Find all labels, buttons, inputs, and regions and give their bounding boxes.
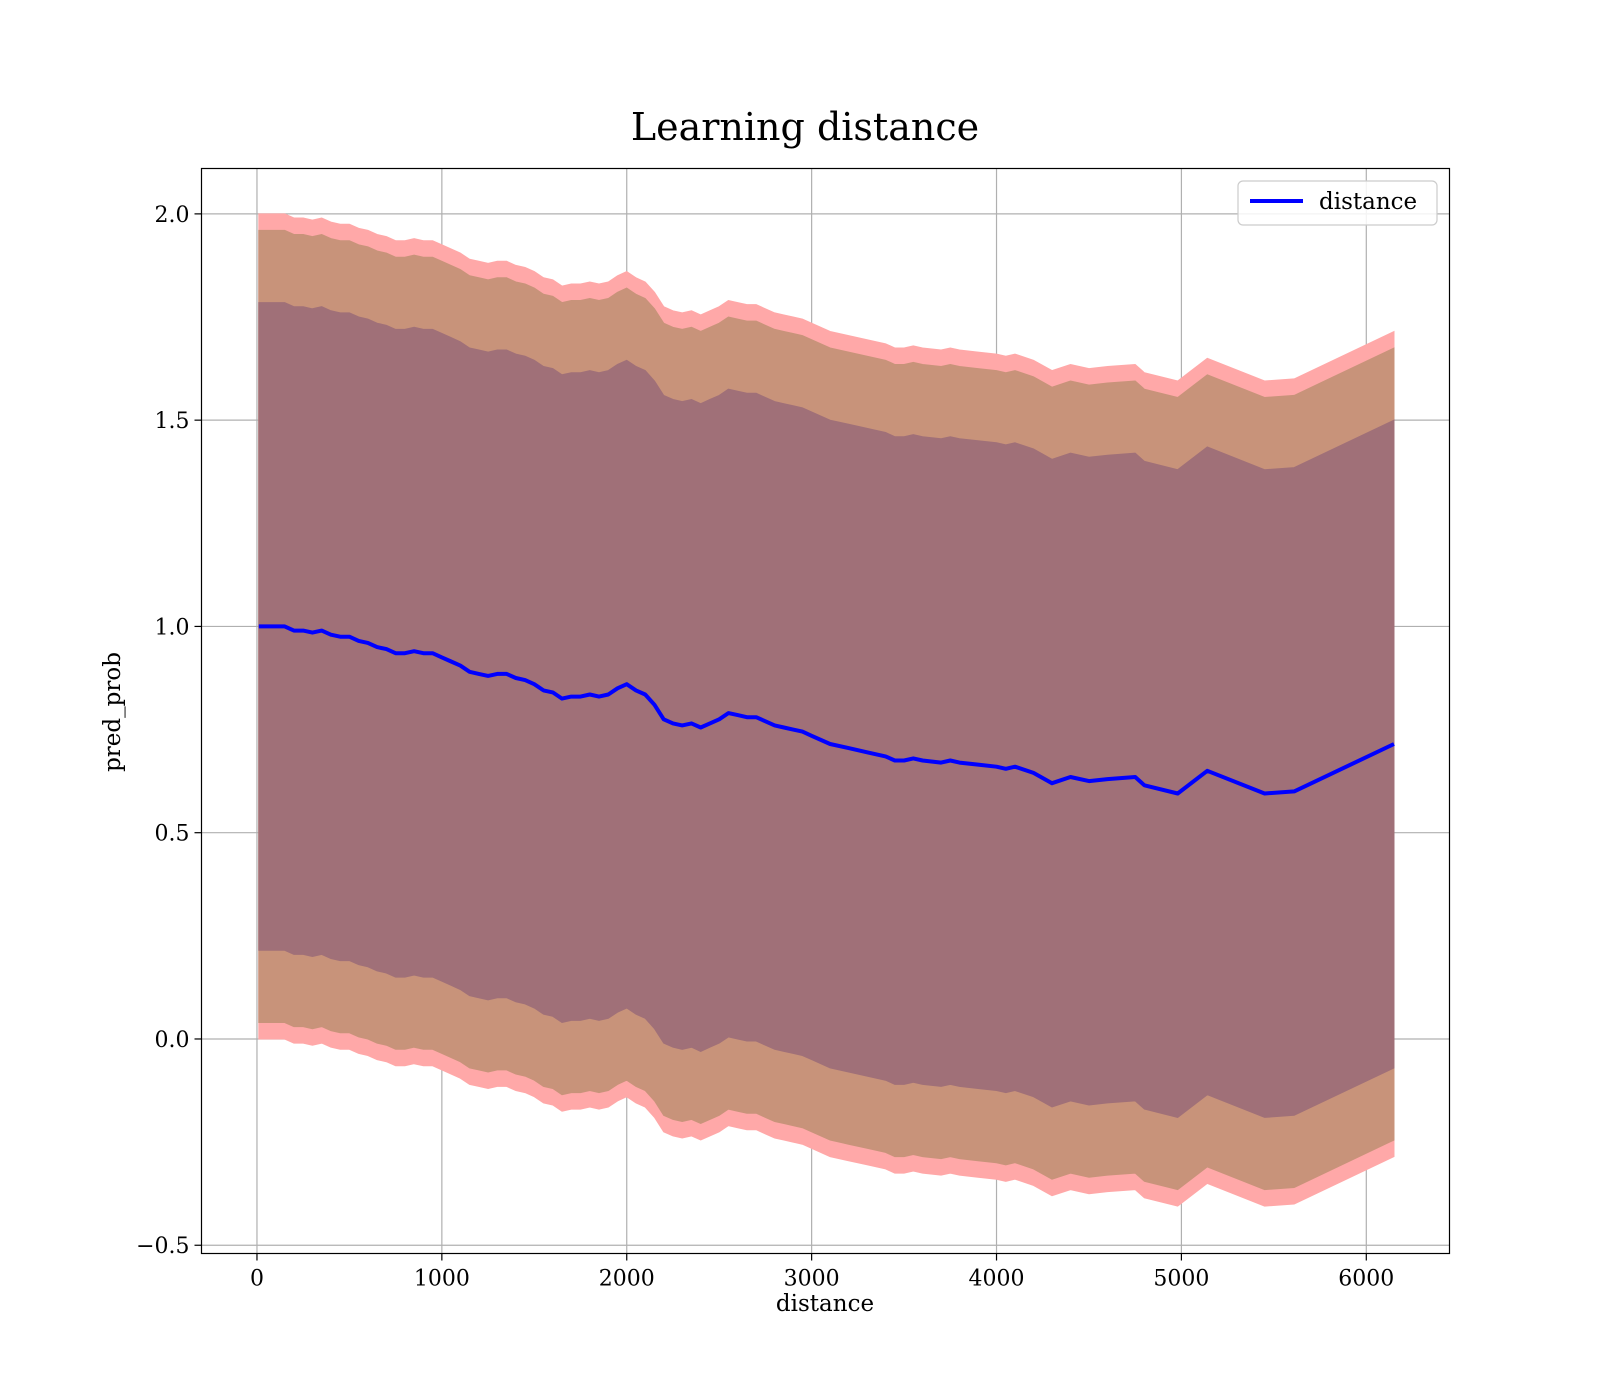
legend: distance: [1237, 180, 1438, 226]
legend-box: [1237, 180, 1438, 226]
x-tick-label-1: 1000: [414, 1267, 470, 1292]
y-tick-label-0: −0.5: [136, 1234, 189, 1259]
confidence-bands: [258, 213, 1395, 1207]
y-tick-label-5: 2.0: [155, 203, 190, 228]
band-inner: [258, 302, 1395, 1118]
x-axis-label: distance: [776, 1291, 874, 1317]
legend-entry-distance: distance: [1319, 189, 1417, 215]
y-axis-label: pred_prob: [100, 652, 126, 772]
chart-title: Learning distance: [631, 105, 979, 149]
y-tick-label-3: 1.0: [155, 615, 190, 640]
x-axis-ticks: 0 1000 2000 3000 4000 5000 6000: [250, 1253, 1394, 1292]
plot-frame: [200, 167, 1451, 1255]
y-axis-ticks: −0.5 0.0 0.5 1.0 1.5 2.0: [136, 203, 202, 1259]
x-tick-label-6: 6000: [1338, 1267, 1394, 1292]
y-tick-label-1: 0.0: [155, 1028, 190, 1053]
x-tick-label-3: 3000: [784, 1267, 840, 1292]
y-tick-label-4: 1.5: [155, 409, 190, 434]
x-tick-label-5: 5000: [1153, 1267, 1209, 1292]
series-lines: [258, 624, 1395, 796]
x-tick-label-4: 4000: [969, 1267, 1025, 1292]
series-line-distance: [258, 624, 1395, 796]
y-tick-label-2: 0.5: [155, 822, 190, 847]
x-tick-label-2: 2000: [599, 1267, 655, 1292]
x-tick-label-0: 0: [250, 1267, 264, 1292]
